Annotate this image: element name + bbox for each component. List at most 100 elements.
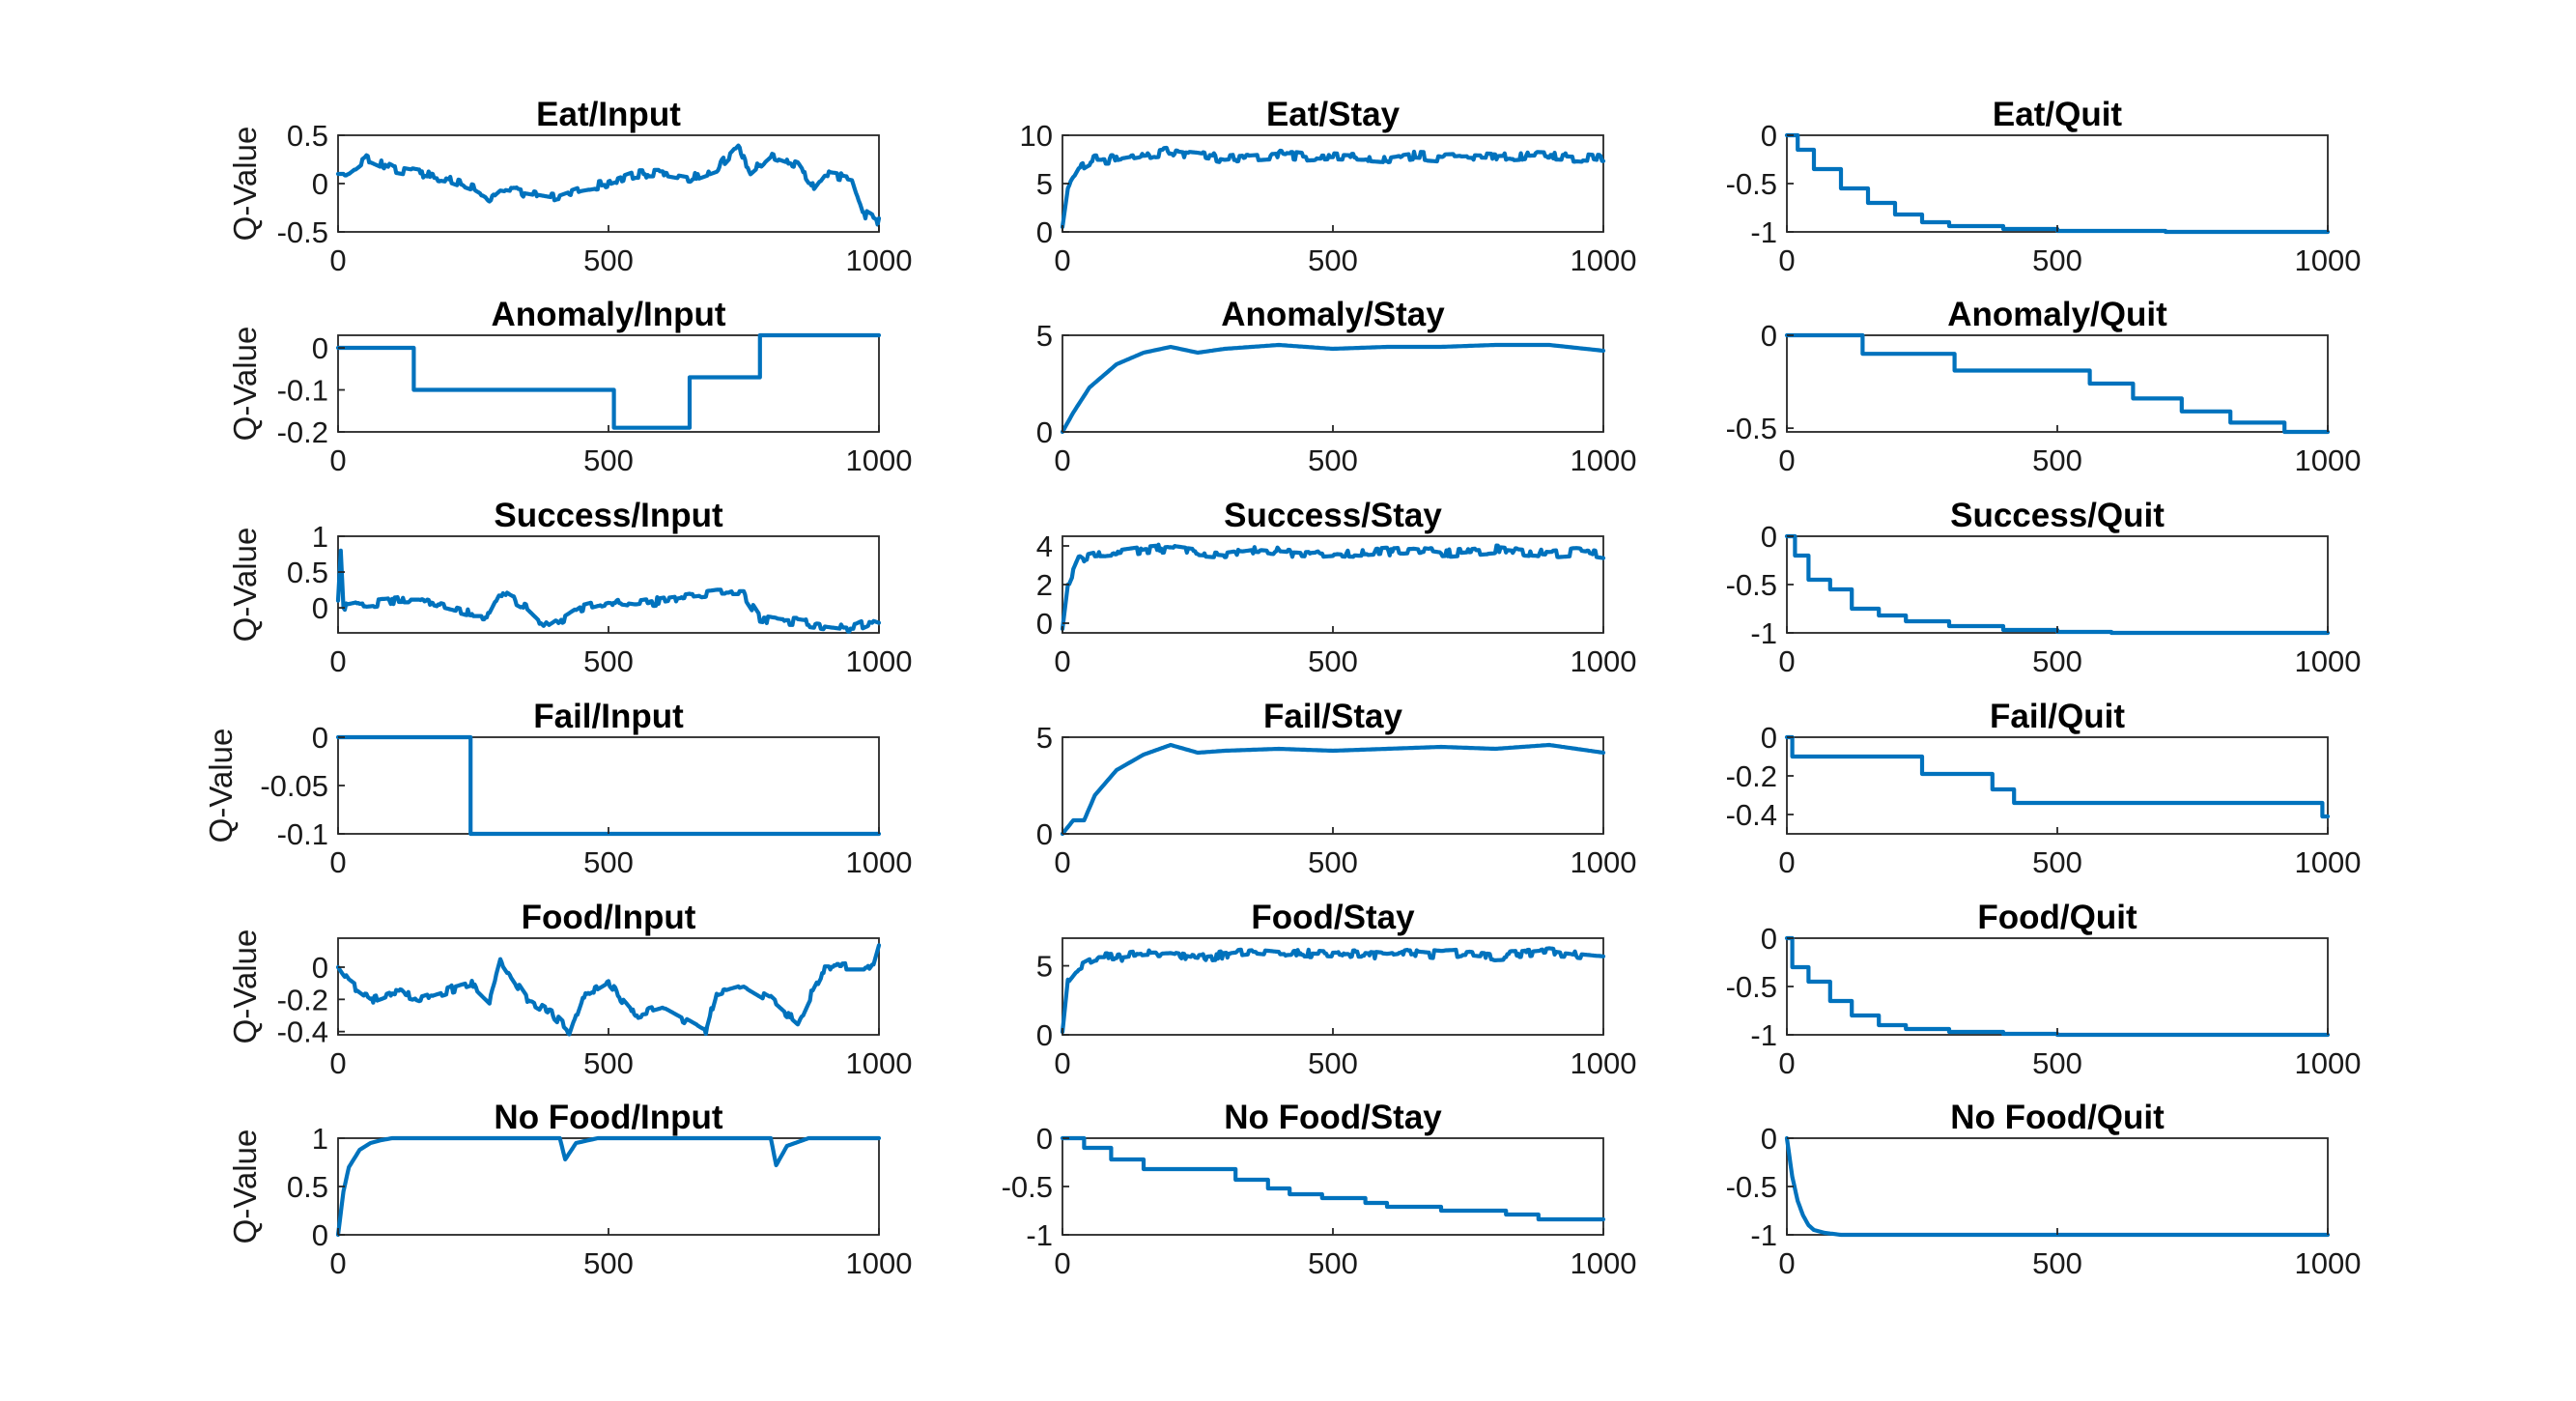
x-tick-label: 0	[1054, 443, 1070, 477]
x-tick-label: 500	[2032, 443, 2082, 477]
y-tick-label: -0.05	[260, 769, 328, 803]
y-axis-label: Q-Value	[227, 1129, 263, 1244]
x-tick-label: 0	[1778, 1046, 1795, 1080]
subplot-title: Eat/Stay	[1266, 96, 1401, 133]
x-tick-label: 1000	[1571, 1046, 1637, 1080]
y-tick-label: 0	[312, 591, 328, 625]
subplot-anomaly-input: 0 500 1000 -0.2 -0.1 0 Anomaly/Input Q-Value	[227, 296, 912, 477]
y-axis-label: Q-Value	[227, 327, 263, 442]
x-tick-label: 1000	[2295, 443, 2362, 477]
x-tick-label: 500	[583, 443, 634, 477]
series-line	[1060, 1135, 1606, 1222]
axes-frame	[337, 736, 880, 835]
subplot-title: Fail/Quit	[1990, 698, 2125, 735]
subplot-title: Anomaly/Quit	[1947, 296, 2167, 333]
series-line	[335, 734, 882, 837]
x-tick-label: 500	[583, 1246, 634, 1280]
x-tick-label: 0	[329, 443, 346, 477]
x-tick-label: 500	[583, 243, 634, 277]
y-tick-label: -0.5	[277, 215, 328, 249]
subplot-no-food-stay: 0 500 1000 -1 -0.5 0 No Food/Stay	[1002, 1099, 1637, 1280]
axes-frame	[337, 334, 880, 433]
y-tick-label: -0.5	[1726, 167, 1777, 201]
axes-frame	[337, 535, 880, 634]
x-tick-label: 0	[329, 1046, 346, 1080]
x-tick-label: 500	[1308, 845, 1358, 879]
y-tick-label: -1	[1750, 616, 1777, 650]
x-tick-label: 1000	[846, 1246, 913, 1280]
x-tick-label: 1000	[2295, 1246, 2362, 1280]
y-tick-label: -1	[1750, 1218, 1777, 1252]
y-tick-label: 0	[1036, 215, 1053, 249]
x-tick-label: 0	[329, 845, 346, 879]
subplot-success-quit: 0 500 1000 -1 -0.5 0 Success/Quit	[1726, 497, 2362, 678]
y-tick-label: 0	[1036, 1122, 1053, 1156]
subplot-title: Eat/Quit	[1993, 96, 2123, 133]
y-tick-label: 0	[312, 721, 328, 755]
subplot-fail-quit: 0 500 1000 -0.4 -0.2 0 Fail/Quit	[1726, 698, 2362, 879]
y-tick-label: 0	[312, 167, 328, 201]
subplot-title: Anomaly/Stay	[1221, 296, 1445, 333]
x-tick-label: 1000	[846, 845, 913, 879]
subplot-eat-quit: 0 500 1000 -1 -0.5 0 Eat/Quit	[1726, 96, 2362, 277]
x-tick-label: 1000	[1571, 845, 1637, 879]
y-tick-label: -0.2	[277, 983, 328, 1016]
y-tick-label: -0.5	[1726, 1170, 1777, 1204]
axes-frame	[1786, 1137, 2329, 1236]
subplot-no-food-input: 0 500 1000 0 0.5 1 No Food/Input Q-Value	[227, 1099, 912, 1280]
subplot-fail-stay: 0 500 1000 0 5 Fail/Stay	[1036, 698, 1637, 879]
axes-frame	[1786, 134, 2329, 233]
y-tick-label: 0	[1036, 607, 1053, 641]
x-tick-label: 500	[1308, 1246, 1358, 1280]
series-line	[1060, 946, 1606, 1035]
axes-frame	[1062, 1137, 1604, 1236]
y-tick-label: 0	[1761, 119, 1777, 153]
x-tick-label: 500	[2032, 1046, 2082, 1080]
series-line	[1060, 342, 1606, 435]
x-tick-label: 0	[1054, 243, 1070, 277]
y-tick-label: 0	[1761, 1122, 1777, 1156]
x-tick-label: 1000	[846, 1046, 913, 1080]
series-line	[335, 332, 882, 430]
series-line	[1060, 742, 1606, 837]
y-tick-label: 0	[1036, 817, 1053, 851]
y-tick-label: 1	[312, 1122, 328, 1156]
axes-frame	[1062, 134, 1604, 233]
y-tick-label: -1	[1750, 1018, 1777, 1052]
series-line	[335, 548, 882, 634]
y-tick-label: 0.5	[287, 1170, 328, 1204]
subplot-success-stay: 0 500 1000 0 2 4 Success/Stay	[1036, 497, 1637, 678]
x-tick-label: 500	[1308, 243, 1358, 277]
axes-frame	[1786, 535, 2329, 634]
x-tick-label: 1000	[846, 644, 913, 678]
series-line	[335, 1135, 882, 1238]
y-tick-label: 0	[1761, 721, 1777, 755]
x-tick-label: 0	[1778, 1246, 1795, 1280]
x-tick-label: 1000	[846, 243, 913, 277]
x-tick-label: 0	[329, 243, 346, 277]
axes-frame	[1786, 334, 2329, 433]
subplot-title: Anomaly/Input	[491, 296, 725, 333]
y-axis-label: Q-Value	[203, 729, 239, 843]
y-tick-label: 1	[312, 520, 328, 554]
y-tick-label: -1	[1750, 215, 1777, 249]
x-tick-label: 0	[329, 1246, 346, 1280]
y-axis-label: Q-Value	[227, 929, 263, 1044]
y-tick-label: 10	[1020, 119, 1053, 153]
x-tick-label: 1000	[2295, 243, 2362, 277]
y-tick-label: 0	[312, 331, 328, 365]
y-tick-label: 2	[1036, 568, 1053, 602]
subplot-title: Food/Quit	[1977, 899, 2137, 936]
series-line	[335, 143, 882, 227]
subplot-title: Food/Stay	[1251, 899, 1415, 936]
x-tick-label: 1000	[1571, 644, 1637, 678]
x-tick-label: 0	[1054, 845, 1070, 879]
axes-frame	[337, 1137, 880, 1236]
y-tick-label: -0.2	[277, 415, 328, 449]
x-tick-label: 0	[1778, 644, 1795, 678]
y-tick-label: 0	[1761, 520, 1777, 554]
y-tick-label: 0	[1036, 415, 1053, 449]
y-tick-label: 0.5	[287, 119, 328, 153]
